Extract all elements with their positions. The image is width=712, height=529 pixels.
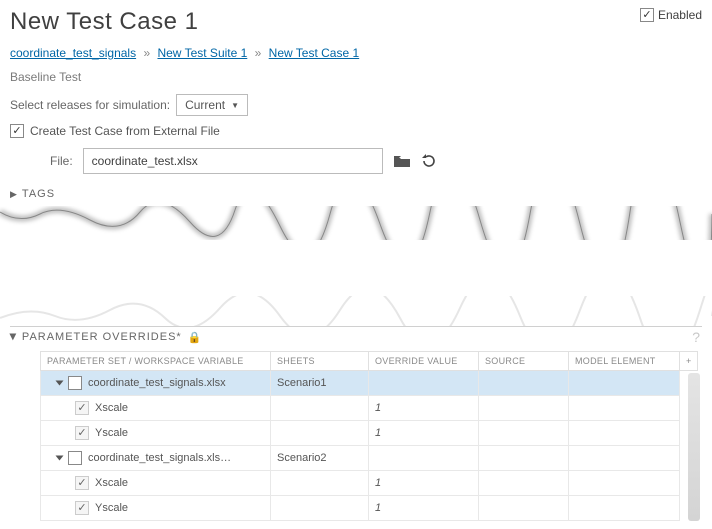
source-cell[interactable] [479, 496, 569, 521]
sheets-cell[interactable]: Scenario2 [271, 446, 369, 471]
page-title: New Test Case 1 [10, 8, 198, 36]
model-element-cell[interactable] [569, 421, 680, 446]
breadcrumb: coordinate_test_signals » New Test Suite… [10, 46, 702, 60]
param-name: coordinate_test_signals.xls… [88, 452, 231, 464]
overrides-section-title: PARAMETER OVERRIDES* [22, 331, 182, 343]
table-row[interactable]: Yscale 1 [41, 496, 698, 521]
expand-arrow-icon: ▶ [7, 333, 18, 341]
table-row[interactable]: Xscale 1 [41, 396, 698, 421]
override-value-cell[interactable]: 1 [369, 396, 479, 421]
source-cell[interactable] [479, 471, 569, 496]
param-name: Xscale [95, 402, 128, 414]
add-row-button[interactable]: + [680, 352, 698, 371]
override-value-cell[interactable] [369, 446, 479, 471]
breadcrumb-link-0[interactable]: coordinate_test_signals [10, 46, 136, 60]
lock-icon: 🔒 [188, 331, 203, 344]
refresh-icon[interactable] [421, 153, 437, 169]
model-element-cell[interactable] [569, 471, 680, 496]
param-name: coordinate_test_signals.xlsx [88, 377, 226, 389]
param-name: Yscale [95, 502, 128, 514]
torn-paper-divider [0, 206, 712, 326]
param-name: Yscale [95, 427, 128, 439]
row-checkbox [75, 426, 89, 440]
sheets-cell[interactable] [271, 421, 369, 446]
sheets-cell[interactable] [271, 396, 369, 421]
expand-arrow-icon[interactable] [56, 456, 64, 461]
help-icon[interactable]: ? [692, 329, 702, 345]
breadcrumb-link-2[interactable]: New Test Case 1 [269, 46, 360, 60]
model-element-cell[interactable] [569, 446, 680, 471]
source-cell[interactable] [479, 446, 569, 471]
table-header-row: PARAMETER SET / WORKSPACE VARIABLE SHEET… [41, 352, 698, 371]
release-label: Select releases for simulation: [10, 98, 170, 112]
row-checkbox [75, 501, 89, 515]
baseline-label: Baseline Test [10, 70, 702, 84]
vertical-scrollbar[interactable] [688, 373, 700, 521]
external-file-checkbox[interactable] [10, 124, 24, 138]
override-value-cell[interactable] [369, 371, 479, 396]
overrides-section-header[interactable]: ▶ PARAMETER OVERRIDES* 🔒 [10, 331, 202, 344]
sheets-cell[interactable] [271, 496, 369, 521]
overrides-table: PARAMETER SET / WORKSPACE VARIABLE SHEET… [40, 351, 698, 521]
browse-folder-icon[interactable] [393, 154, 411, 168]
breadcrumb-sep: » [255, 46, 262, 60]
file-input[interactable] [83, 148, 383, 174]
override-value-cell[interactable]: 1 [369, 496, 479, 521]
tags-section-header[interactable]: ▶ TAGS [10, 188, 702, 200]
row-checkbox[interactable] [68, 451, 82, 465]
source-cell[interactable] [479, 371, 569, 396]
param-name: Xscale [95, 477, 128, 489]
sheets-cell[interactable]: Scenario1 [271, 371, 369, 396]
tags-section-title: TAGS [22, 188, 55, 200]
external-file-label: Create Test Case from External File [30, 124, 220, 138]
source-cell[interactable] [479, 396, 569, 421]
table-row[interactable]: Yscale 1 [41, 421, 698, 446]
source-cell[interactable] [479, 421, 569, 446]
override-value-cell[interactable]: 1 [369, 471, 479, 496]
col-header-source[interactable]: SOURCE [479, 352, 569, 371]
model-element-cell[interactable] [569, 496, 680, 521]
release-select[interactable]: Current ▼ [176, 94, 248, 116]
table-row[interactable]: Xscale 1 [41, 471, 698, 496]
model-element-cell[interactable] [569, 396, 680, 421]
col-header-model[interactable]: MODEL ELEMENT [569, 352, 680, 371]
file-label: File: [50, 154, 73, 168]
breadcrumb-sep: » [143, 46, 150, 60]
row-checkbox [75, 476, 89, 490]
breadcrumb-link-1[interactable]: New Test Suite 1 [157, 46, 247, 60]
table-row[interactable]: coordinate_test_signals.xlsx Scenario1 [41, 371, 698, 396]
enabled-toggle[interactable]: Enabled [640, 8, 702, 22]
sheets-cell[interactable] [271, 471, 369, 496]
expand-arrow-icon: ▶ [10, 189, 18, 200]
row-checkbox [75, 401, 89, 415]
col-header-override[interactable]: OVERRIDE VALUE [369, 352, 479, 371]
expand-arrow-icon[interactable] [56, 381, 64, 386]
chevron-down-icon: ▼ [231, 101, 239, 110]
enabled-label: Enabled [658, 8, 702, 22]
release-selected: Current [185, 98, 225, 112]
table-row[interactable]: coordinate_test_signals.xls… Scenario2 [41, 446, 698, 471]
col-header-sheets[interactable]: SHEETS [271, 352, 369, 371]
model-element-cell[interactable] [569, 371, 680, 396]
col-header-param[interactable]: PARAMETER SET / WORKSPACE VARIABLE [41, 352, 271, 371]
enabled-checkbox[interactable] [640, 8, 654, 22]
override-value-cell[interactable]: 1 [369, 421, 479, 446]
row-checkbox[interactable] [68, 376, 82, 390]
